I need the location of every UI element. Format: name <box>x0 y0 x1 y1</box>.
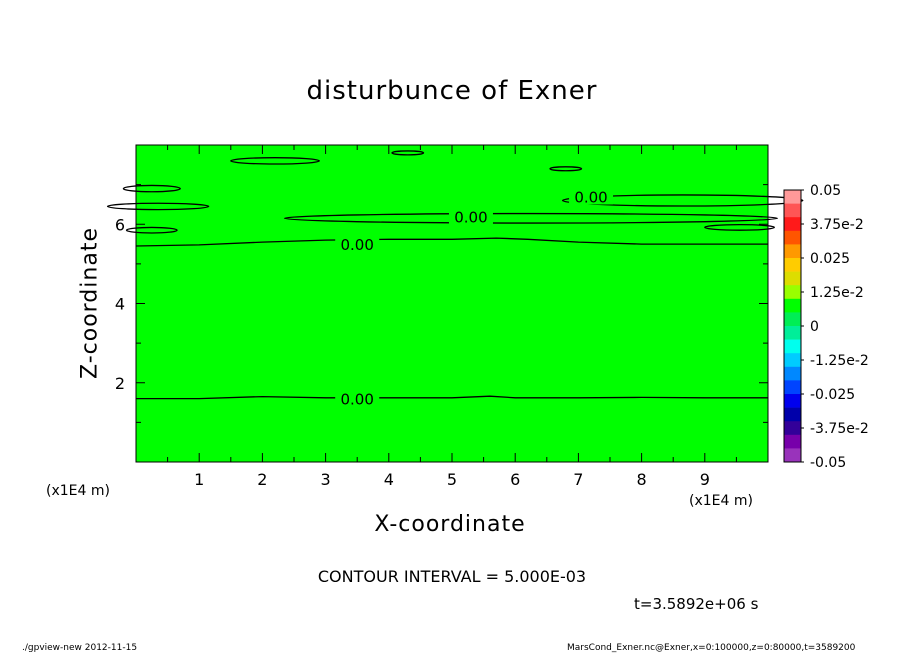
colorbar-segment-8 <box>784 298 801 313</box>
colorbar-segment-11 <box>784 339 801 354</box>
closed-contour-6 <box>283 212 779 224</box>
colorbar-segment-14 <box>784 380 801 395</box>
chart-title: disturbunce of Exner <box>306 76 598 106</box>
contour-line-lower <box>136 395 768 400</box>
closed-contour-8 <box>704 223 775 231</box>
colorbar-segment-0 <box>784 190 801 204</box>
closed-contour-1 <box>391 150 425 156</box>
colorbar-segment-16 <box>784 407 801 422</box>
x-unit-label-left: (x1E4 m) <box>46 483 110 499</box>
colorbar-segment-13 <box>784 366 801 381</box>
colorbar-segment-2 <box>784 217 801 232</box>
colorbar-segment-9 <box>784 312 801 327</box>
colorbar-segment-15 <box>784 394 801 408</box>
colorbar-label-6: -0.025 <box>810 387 855 403</box>
colorbar-segment-1 <box>784 203 801 218</box>
colorbar-label-1: 3.75e-2 <box>810 217 864 233</box>
closed-contour-5 <box>125 226 178 234</box>
closed-contour-2 <box>549 166 583 172</box>
colorbar-label-2: 0.025 <box>810 251 850 267</box>
x-tick-label-3: 3 <box>321 470 331 489</box>
contour-label-1: 0.00 <box>340 236 373 254</box>
contour-label-0: 0.00 <box>340 391 373 409</box>
colorbar-label-4: 0 <box>810 319 819 335</box>
x-tick-label-4: 4 <box>384 470 394 489</box>
x-tick-label-5: 5 <box>447 470 457 489</box>
closed-contour-7 <box>561 194 804 207</box>
colorbar-label-0: 0.05 <box>810 183 841 199</box>
colorbar-segment-5 <box>784 258 801 272</box>
colorbar-segment-17 <box>784 421 801 436</box>
y-tick-label-6: 6 <box>115 215 125 234</box>
y-tick-label-2: 2 <box>115 374 125 393</box>
time-label: t=3.5892e+06 s <box>634 595 759 613</box>
closed-contour-3 <box>122 184 181 193</box>
colorbar-segment-6 <box>784 271 801 286</box>
contour-label-bg-1 <box>335 235 380 253</box>
contour-label-3: 0.00 <box>574 189 607 207</box>
colorbar-segment-4 <box>784 244 801 259</box>
closed-contour-4 <box>106 202 210 211</box>
x-tick-label-8: 8 <box>637 470 647 489</box>
field-fill <box>136 145 768 462</box>
colorbar-segment-19 <box>784 448 801 463</box>
colorbar-label-5: -1.25e-2 <box>810 353 869 369</box>
colorbar-segment-12 <box>784 353 801 368</box>
x-unit-label-right: (x1E4 m) <box>689 493 753 509</box>
x-tick-label-7: 7 <box>573 470 583 489</box>
x-tick-label-6: 6 <box>510 470 520 489</box>
closed-contour-0 <box>230 157 320 165</box>
colorbar-label-7: -3.75e-2 <box>810 421 869 437</box>
colorbar-segment-7 <box>784 285 801 300</box>
x-tick-label-2: 2 <box>257 470 267 489</box>
contour-label-bg-0 <box>335 389 380 407</box>
x-axis-label: X-coordinate <box>374 512 526 537</box>
colorbar-segment-18 <box>784 434 801 449</box>
colorbar-segment-10 <box>784 326 801 340</box>
contour-label-bg-3 <box>569 187 614 205</box>
x-tick-label-9: 9 <box>700 470 710 489</box>
footer-program-info: ./gpview-new 2012-11-15 <box>22 643 138 653</box>
contour-label-bg-2 <box>448 207 493 225</box>
y-tick-label-4: 4 <box>115 295 125 314</box>
colorbar-segment-3 <box>784 230 801 245</box>
footer-data-source: MarsCond_Exner.nc@Exner,x=0:100000,z=0:8… <box>567 643 856 653</box>
x-tick-label-1: 1 <box>194 470 204 489</box>
colorbar-label-8: -0.05 <box>810 455 846 471</box>
contour-label-2: 0.00 <box>454 208 487 226</box>
contour-line-upper <box>135 237 768 247</box>
contour-interval-text: CONTOUR INTERVAL = 5.000E-03 <box>317 567 587 586</box>
colorbar-label-3: 1.25e-2 <box>810 285 864 301</box>
